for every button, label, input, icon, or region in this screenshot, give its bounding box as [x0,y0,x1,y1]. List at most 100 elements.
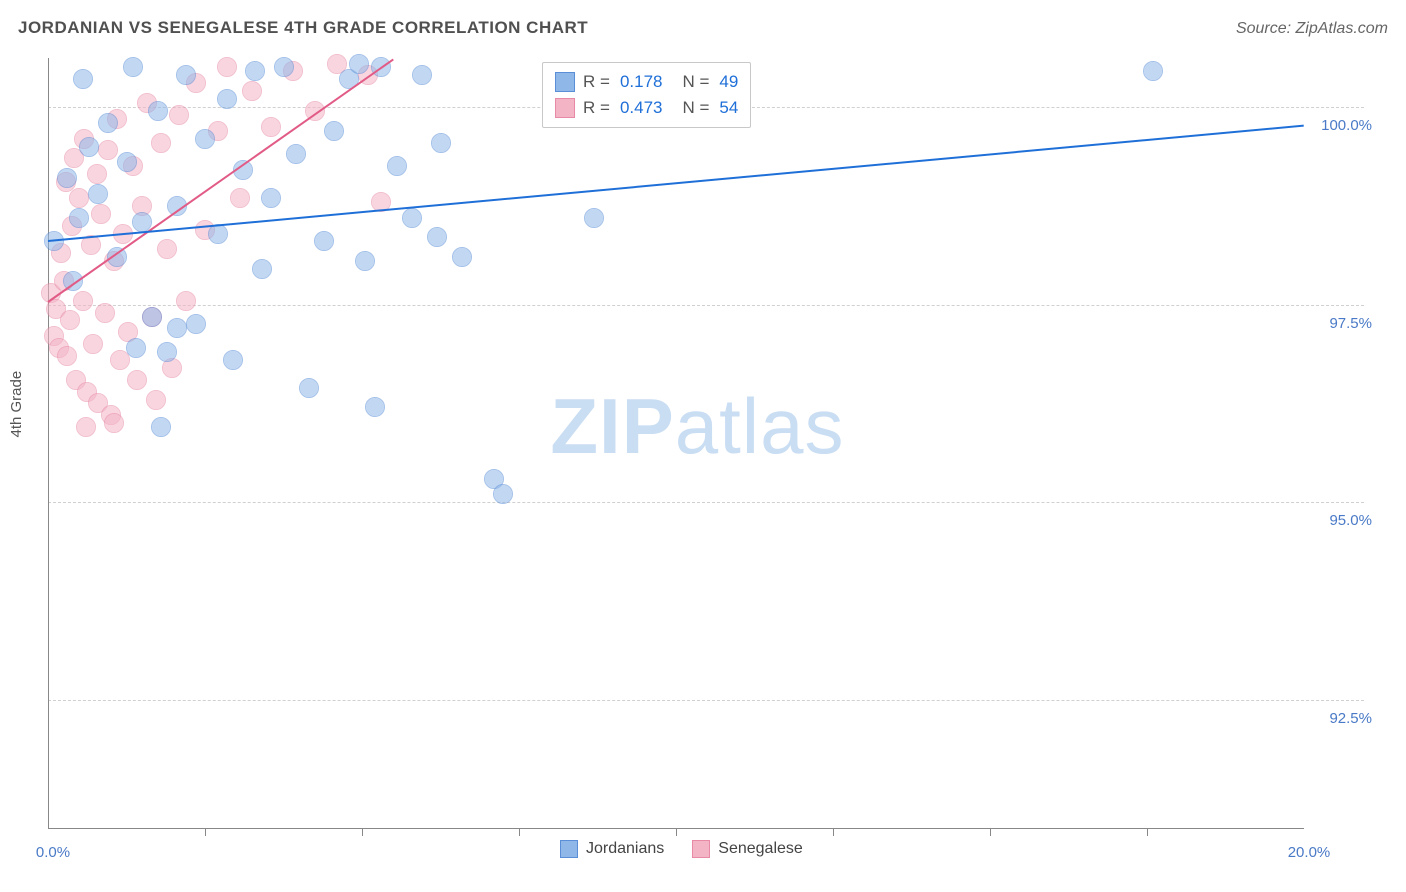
x-tick-label: 0.0% [23,844,83,861]
scatter-point [388,157,406,175]
legend-swatch [555,98,575,118]
scatter-point [177,66,195,84]
scatter-point [118,153,136,171]
scatter-point [74,70,92,88]
scatter-point [70,189,88,207]
correlation-stats-box: R = 0.178 N = 49R = 0.473 N = 54 [542,62,751,128]
gridline [48,502,1364,503]
legend-item: Senegalese [692,840,803,858]
title-row: JORDANIAN VS SENEGALESE 4TH GRADE CORREL… [18,18,1388,38]
scatter-point [58,347,76,365]
scatter-point [231,189,249,207]
scatter-point [149,102,167,120]
watermark: ZIPatlas [550,381,844,472]
y-axis-label: 4th Grade [8,371,25,438]
scatter-point [70,209,88,227]
stat-label: R = [583,69,610,95]
scatter-point [80,138,98,156]
scatter-point [432,134,450,152]
chart-title: JORDANIAN VS SENEGALESE 4TH GRADE CORREL… [18,18,588,38]
scatter-point [243,82,261,100]
scatter-point [262,189,280,207]
x-tick-label: 20.0% [1279,844,1339,861]
n-value: 49 [719,69,738,95]
scatter-point [127,339,145,357]
scatter-point [147,391,165,409]
r-value: 0.178 [620,69,663,95]
scatter-point [88,165,106,183]
scatter-point [170,106,188,124]
scatter-point [128,371,146,389]
scatter-point [325,122,343,140]
scatter-point [287,145,305,163]
scatter-point [218,90,236,108]
n-value: 54 [719,95,738,121]
y-axis-line [48,58,49,828]
scatter-point [328,55,346,73]
scatter-point [61,311,79,329]
x-tick-mark [833,828,834,836]
bottom-legend: Jordanians Senegalese [560,840,803,858]
scatter-point [133,213,151,231]
trend-line [48,124,1304,241]
scatter-point [209,225,227,243]
scatter-point [152,418,170,436]
stat-label: R = [583,95,610,121]
scatter-point [58,169,76,187]
scatter-point [246,62,264,80]
plot-area: 92.5%95.0%97.5%100.0%0.0%20.0%ZIPatlasR … [48,58,1304,828]
gridline [48,700,1364,701]
scatter-point [315,232,333,250]
y-tick-label: 97.5% [1312,315,1372,332]
scatter-point [82,236,100,254]
scatter-point [158,343,176,361]
legend-swatch [560,840,578,858]
scatter-point [218,58,236,76]
x-tick-mark [1147,828,1148,836]
scatter-point [92,205,110,223]
source-label: Source: ZipAtlas.com [1236,20,1388,38]
scatter-point [196,130,214,148]
x-tick-mark [519,828,520,836]
scatter-point [143,308,161,326]
y-tick-label: 92.5% [1312,710,1372,727]
scatter-point [99,141,117,159]
r-value: 0.473 [620,95,663,121]
scatter-point [224,351,242,369]
x-tick-mark [205,828,206,836]
stats-row: R = 0.473 N = 54 [555,95,738,121]
legend-swatch [692,840,710,858]
scatter-point [366,398,384,416]
x-tick-mark [990,828,991,836]
scatter-point [403,209,421,227]
scatter-point [65,149,83,167]
scatter-point [168,319,186,337]
scatter-point [413,66,431,84]
legend-label: Jordanians [586,840,664,858]
scatter-point [356,252,374,270]
legend-swatch [555,72,575,92]
y-tick-label: 95.0% [1312,512,1372,529]
scatter-point [96,304,114,322]
scatter-point [1144,62,1162,80]
scatter-point [84,335,102,353]
scatter-point [428,228,446,246]
scatter-point [275,58,293,76]
scatter-point [585,209,603,227]
stats-row: R =0.178N =49 [555,69,738,95]
scatter-point [89,185,107,203]
y-tick-label: 100.0% [1312,117,1372,134]
scatter-point [494,485,512,503]
scatter-point [300,379,318,397]
scatter-point [453,248,471,266]
x-tick-mark [676,828,677,836]
scatter-point [177,292,195,310]
scatter-point [77,418,95,436]
gridline [48,305,1364,306]
chart-container: JORDANIAN VS SENEGALESE 4TH GRADE CORREL… [0,0,1406,892]
scatter-point [262,118,280,136]
scatter-point [105,414,123,432]
stat-label: N = [682,95,709,121]
scatter-point [152,134,170,152]
x-tick-mark [362,828,363,836]
